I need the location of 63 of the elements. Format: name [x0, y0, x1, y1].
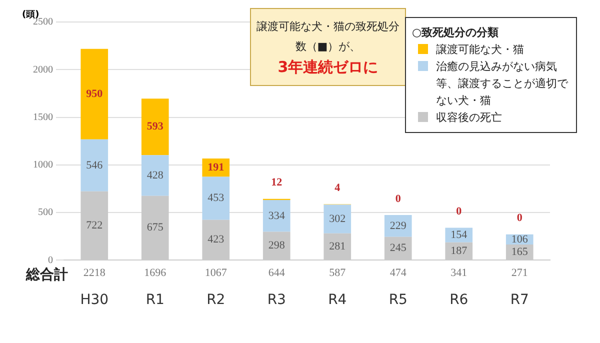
bar — [384, 215, 412, 237]
x-tick-label: R1 — [146, 292, 164, 308]
total-label: 1067 — [204, 267, 228, 280]
x-tick-label: R3 — [267, 292, 286, 308]
data-label: 245 — [390, 242, 407, 254]
data-label: 106 — [511, 233, 528, 246]
data-label: 423 — [208, 234, 225, 246]
data-label: 722 — [86, 219, 103, 232]
annotation: 譲渡可能な犬・猫の致死処分数（■）が、 — [256, 19, 400, 55]
legend-label: 譲渡可能な犬・猫 — [436, 42, 524, 58]
data-label: 302 — [329, 212, 346, 225]
data-label: 0 — [395, 192, 402, 205]
bar — [80, 48, 108, 140]
data-label: 191 — [208, 161, 224, 174]
total-label: 2218 — [83, 267, 106, 280]
speech-callout: 譲渡可能な犬・猫の致死処分数（■）が、 3年連続ゼロに — [250, 8, 406, 86]
data-label: 165 — [511, 246, 528, 258]
bar — [202, 176, 230, 220]
data-label: 950 — [86, 88, 104, 100]
y-tick-label: 2500 — [33, 16, 53, 28]
x-tick-label: R6 — [450, 292, 468, 308]
legend-title: ○致死処分の分類 — [412, 25, 500, 41]
x-tick-label: R5 — [388, 292, 408, 308]
y-tick-label: 2000 — [33, 64, 53, 76]
y-tick-label: 0 — [48, 254, 53, 266]
y-tick-label: 1500 — [33, 112, 53, 123]
total-label: 587 — [329, 267, 346, 280]
text: 総合計 — [25, 266, 68, 283]
data-label: 428 — [146, 169, 164, 182]
total-label: 474 — [390, 267, 407, 280]
data-label: 187 — [450, 244, 468, 257]
total-label: 271 — [511, 267, 528, 280]
legend-label: 収容後の死亡 — [436, 110, 502, 126]
data-label: 0 — [516, 212, 523, 224]
x-tick-label: H30 — [80, 292, 109, 308]
data-label: 334 — [268, 210, 286, 222]
legend-label: 治癒の見込みがない病気等、譲渡することが適切でない犬・猫 — [436, 59, 570, 109]
data-label: 298 — [268, 240, 286, 252]
data-label: 154 — [450, 228, 468, 241]
annotation: 3年連続ゼロに — [276, 57, 380, 77]
data-label: 4 — [334, 182, 341, 194]
bar — [141, 98, 169, 156]
data-label: 0 — [456, 206, 462, 218]
bar — [80, 139, 108, 192]
bar — [445, 228, 473, 242]
data-label: 593 — [146, 120, 164, 133]
data-label: 546 — [86, 159, 104, 172]
y-tick-label: 500 — [38, 207, 53, 218]
data-label: 675 — [146, 222, 164, 234]
x-tick-label: R4 — [328, 292, 347, 308]
data-label: 12 — [271, 176, 283, 189]
y-tick-label: 1000 — [33, 160, 53, 171]
data-label: 453 — [208, 192, 225, 204]
total-label: 341 — [450, 267, 468, 280]
total-label: 644 — [268, 267, 286, 280]
x-tick-label: R2 — [206, 292, 226, 308]
x-tick-label: R7 — [510, 292, 529, 308]
data-label: 229 — [390, 220, 407, 232]
bar — [324, 204, 352, 234]
bar — [262, 200, 290, 232]
data-label: 281 — [329, 240, 346, 252]
bar — [141, 155, 169, 196]
total-label: 1696 — [144, 267, 167, 280]
